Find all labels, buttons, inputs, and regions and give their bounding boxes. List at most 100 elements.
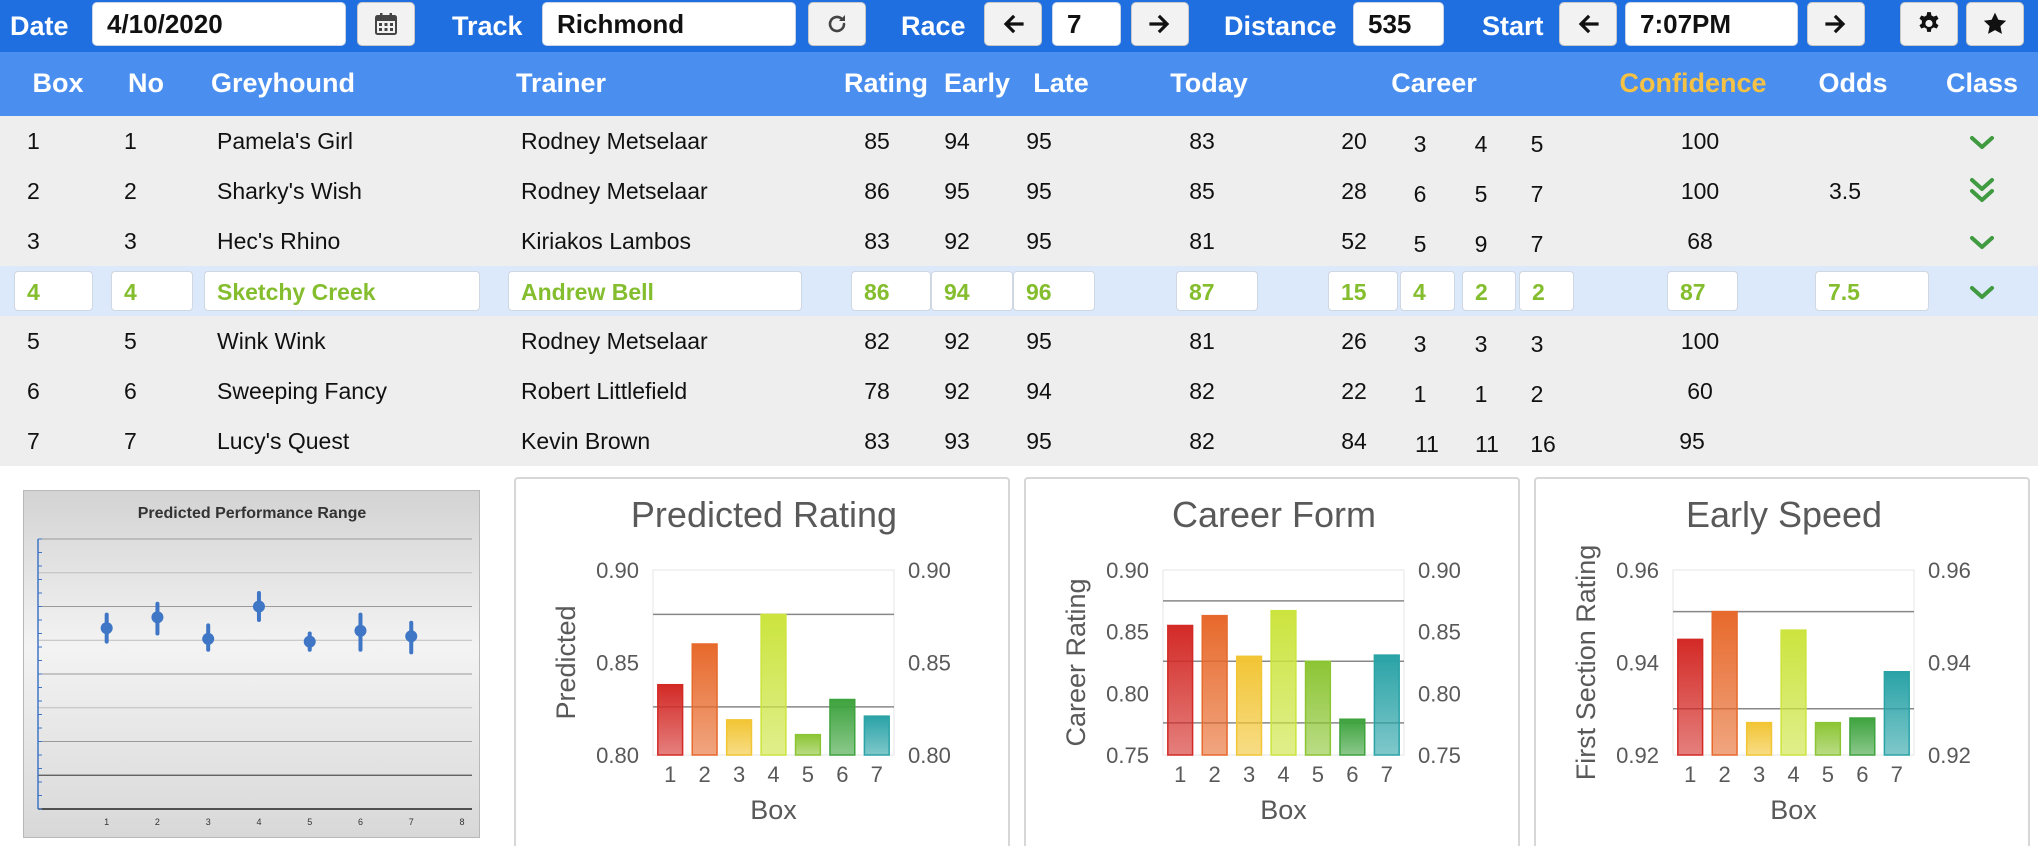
start-input[interactable] <box>1625 2 1798 46</box>
confidence-cell: 95 <box>1679 428 1705 454</box>
greyhound-cell[interactable]: Sweeping Fancy <box>217 378 388 404</box>
column-header-confidence[interactable]: Confidence <box>1619 68 1767 98</box>
star-icon <box>1983 12 2007 34</box>
x-tick-label: 2 <box>1209 762 1221 787</box>
column-header-rating[interactable]: Rating <box>844 68 928 98</box>
y-axis-label: Career Rating <box>1061 578 1091 746</box>
y-tick-label: 0.80 <box>596 743 639 768</box>
trainer-cell[interactable]: Rodney Metselaar <box>521 178 708 204</box>
top-toolbar: Date Track Race Distance Start <box>0 0 2038 52</box>
box-cell[interactable]: 4 <box>14 271 93 311</box>
arrow-left-icon <box>1003 14 1024 34</box>
double-chevron-down-icon[interactable] <box>1967 174 1997 208</box>
table-row[interactable]: 2 2 Sharky's Wish Rodney Metselaar 86 95… <box>0 166 2038 216</box>
rating-cell[interactable]: 86 <box>851 271 931 311</box>
table-row[interactable]: 5 5 Wink Wink Rodney Metselaar 82 92 95 … <box>0 316 2038 366</box>
bar <box>1883 671 1910 756</box>
late-cell[interactable]: 96 <box>1013 271 1095 311</box>
trainer-cell[interactable]: Kevin Brown <box>521 428 651 454</box>
no-cell[interactable]: 4 <box>111 271 193 311</box>
bar <box>1373 654 1400 756</box>
x-tick-label: 6 <box>1856 762 1868 787</box>
greyhound-cell[interactable]: Sketchy Creek <box>204 271 480 311</box>
rating-cell: 78 <box>864 378 890 404</box>
chevron-down-icon[interactable] <box>1968 278 1996 306</box>
late-cell: 94 <box>1026 378 1052 404</box>
box-cell: 3 <box>27 228 40 254</box>
column-header-trainer[interactable]: Trainer <box>516 68 607 98</box>
odds-cell[interactable]: 7.5 <box>1815 271 1929 311</box>
start-next-button[interactable] <box>1807 2 1865 46</box>
early-cell: 94 <box>944 128 970 154</box>
column-header-class[interactable]: Class <box>1945 68 2019 98</box>
greyhound-cell[interactable]: Sharky's Wish <box>217 178 362 204</box>
trainer-cell[interactable]: Rodney Metselaar <box>521 128 708 154</box>
column-header-odds[interactable]: Odds <box>1818 68 1888 98</box>
column-header-early[interactable]: Early <box>943 68 1011 98</box>
career-wins-cell[interactable]: 4 <box>1400 271 1455 311</box>
table-row[interactable]: 6 6 Sweeping Fancy Robert Littlefield 78… <box>0 366 2038 416</box>
career-thirds-cell: 16 <box>1530 431 1556 457</box>
y-axis-label: Predicted <box>551 605 581 719</box>
race-previous-button[interactable] <box>984 2 1042 46</box>
column-header-career[interactable]: Career <box>1391 68 1477 98</box>
career-thirds-cell[interactable]: 2 <box>1519 271 1574 311</box>
career-starts-cell: 26 <box>1341 328 1367 354</box>
late-cell: 95 <box>1026 178 1052 204</box>
greyhound-cell[interactable]: Hec's Rhino <box>217 228 341 254</box>
career-seconds-cell[interactable]: 2 <box>1462 271 1516 311</box>
trainer-cell[interactable]: Rodney Metselaar <box>521 328 708 354</box>
chevron-down-icon[interactable] <box>1968 228 1996 256</box>
early-cell[interactable]: 94 <box>931 271 1013 311</box>
trainer-cell[interactable]: Andrew Bell <box>508 271 802 311</box>
x-tick-label: 6 <box>836 762 848 787</box>
table-row[interactable]: 1 1 Pamela's Girl Rodney Metselaar 85 94… <box>0 116 2038 166</box>
performance-range-chart: Predicted Performance Range 1 2 3 4 5 6 7 8 <box>23 490 480 838</box>
x-tick-label: 5 <box>1312 762 1324 787</box>
career-starts-cell[interactable]: 15 <box>1328 271 1398 311</box>
today-cell: 81 <box>1189 328 1215 354</box>
today-cell[interactable]: 87 <box>1176 271 1258 311</box>
track-input[interactable] <box>542 2 796 46</box>
column-header-today[interactable]: Today <box>1170 68 1248 98</box>
date-input[interactable] <box>92 2 346 46</box>
career-wins-cell: 3 <box>1413 331 1427 357</box>
favourite-button[interactable] <box>1966 2 2024 46</box>
gear-icon <box>1919 12 1939 32</box>
column-header-late[interactable]: Late <box>1033 68 1089 98</box>
box-cell: 7 <box>27 428 40 454</box>
refresh-button[interactable] <box>808 2 866 46</box>
chart-title: Career Form <box>1172 494 1376 535</box>
today-cell: 82 <box>1189 428 1215 454</box>
career-wins-cell: 1 <box>1413 381 1427 407</box>
column-header-no[interactable]: No <box>128 68 164 98</box>
table-row[interactable]: 7 7 Lucy's Quest Kevin Brown 83 93 95 82… <box>0 416 2038 466</box>
today-cell: 82 <box>1189 378 1215 404</box>
greyhound-cell[interactable]: Pamela's Girl <box>217 128 354 154</box>
race-input[interactable] <box>1052 2 1121 46</box>
rating-cell: 83 <box>864 428 890 454</box>
greyhound-cell[interactable]: Wink Wink <box>217 328 326 354</box>
distance-input[interactable] <box>1353 2 1444 46</box>
chevron-down-icon[interactable] <box>1968 128 1996 156</box>
column-header-greyhound[interactable]: Greyhound <box>211 68 356 98</box>
x-tick-label: 4 <box>1277 762 1289 787</box>
bar <box>1339 718 1366 756</box>
settings-button[interactable] <box>1900 2 1958 46</box>
race-next-button[interactable] <box>1131 2 1189 46</box>
start-previous-button[interactable] <box>1559 2 1617 46</box>
column-header-box[interactable]: Box <box>32 68 84 98</box>
x-tick-label: 4 <box>1787 762 1799 787</box>
calendar-button[interactable] <box>357 2 415 46</box>
rating-cell: 85 <box>864 128 890 154</box>
trainer-cell[interactable]: Robert Littlefield <box>521 378 688 404</box>
trainer-cell[interactable]: Kiriakos Lambos <box>521 228 692 254</box>
greyhound-cell[interactable]: Lucy's Quest <box>217 428 350 454</box>
career-thirds-cell: 7 <box>1530 231 1544 257</box>
table-row-selected[interactable]: 4 4 Sketchy Creek Andrew Bell 86 94 96 8… <box>0 266 2038 316</box>
x-axis-label: Box <box>1260 795 1307 825</box>
table-row[interactable]: 3 3 Hec's Rhino Kiriakos Lambos 83 92 95… <box>0 216 2038 266</box>
confidence-cell[interactable]: 87 <box>1667 271 1738 311</box>
x-tick-label: 4 <box>256 817 261 827</box>
y-tick-label: 0.96 <box>1616 558 1659 583</box>
